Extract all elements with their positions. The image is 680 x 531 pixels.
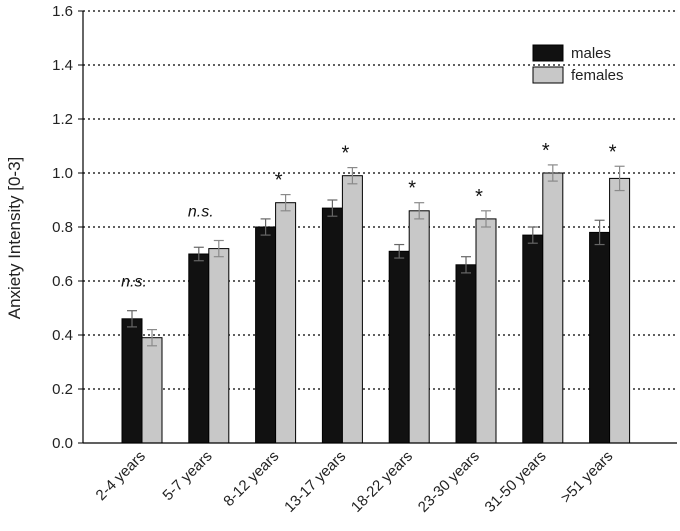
bar-females	[609, 177, 631, 444]
legend-swatch-females	[532, 66, 564, 84]
bar-females	[275, 202, 297, 444]
bar-males	[589, 231, 611, 444]
bar-females	[341, 175, 363, 444]
significance-mark: n.s.	[121, 274, 147, 291]
bar-males	[321, 207, 343, 444]
y-tick-label: 0.2	[52, 381, 73, 398]
x-tick-label: 23-30 years	[415, 448, 483, 516]
legend: males females	[532, 44, 624, 84]
x-tick-label: >51 years	[558, 448, 617, 507]
bar-males	[255, 226, 277, 444]
significance-mark: *	[408, 178, 416, 200]
x-tick-label: 31-50 years	[482, 448, 550, 516]
significance-mark: *	[542, 140, 550, 162]
legend-swatch-males	[532, 44, 564, 62]
bar-females	[475, 218, 497, 444]
significance-annotations: n.s. n.s. * * * * * *	[121, 140, 617, 291]
x-tick-label: 5-7 years	[159, 448, 215, 504]
y-tick-label: 0.0	[52, 435, 73, 452]
x-tick-label: 2-4 years	[93, 448, 149, 504]
bar-females	[542, 172, 564, 444]
y-tick-label: 1.6	[52, 3, 73, 20]
x-tick-label: 8-12 years	[220, 448, 282, 510]
significance-mark: *	[475, 186, 483, 208]
legend-label-females: females	[571, 67, 624, 84]
x-tick-label: 13-17 years	[281, 448, 349, 516]
significance-mark: *	[342, 143, 350, 165]
bar-males	[188, 253, 210, 444]
bar-females	[408, 210, 430, 444]
significance-mark: *	[275, 170, 283, 192]
significance-mark: n.s.	[188, 204, 214, 221]
gridlines	[83, 10, 677, 390]
y-tick-label: 1.4	[52, 57, 73, 74]
bar-males	[522, 234, 544, 444]
y-tick-label: 0.4	[52, 327, 73, 344]
bar-males	[388, 250, 410, 444]
y-axis: 0.0 0.2 0.4 0.6 0.8 1.0 1.2 1.4 1.6	[52, 3, 84, 452]
bar-females	[141, 337, 163, 444]
bar-males	[455, 264, 477, 444]
legend-label-males: males	[571, 45, 611, 62]
significance-mark: *	[609, 141, 617, 163]
y-axis-label: Anxiety Intensity [0-3]	[5, 157, 24, 320]
y-tick-label: 1.0	[52, 165, 73, 182]
y-tick-label: 0.6	[52, 273, 73, 290]
x-tick-label: 18-22 years	[348, 448, 416, 516]
y-tick-label: 1.2	[52, 111, 73, 128]
y-tick-label: 0.8	[52, 219, 73, 236]
bar-males	[121, 318, 143, 444]
bars	[121, 164, 631, 444]
bar-females	[208, 248, 230, 444]
